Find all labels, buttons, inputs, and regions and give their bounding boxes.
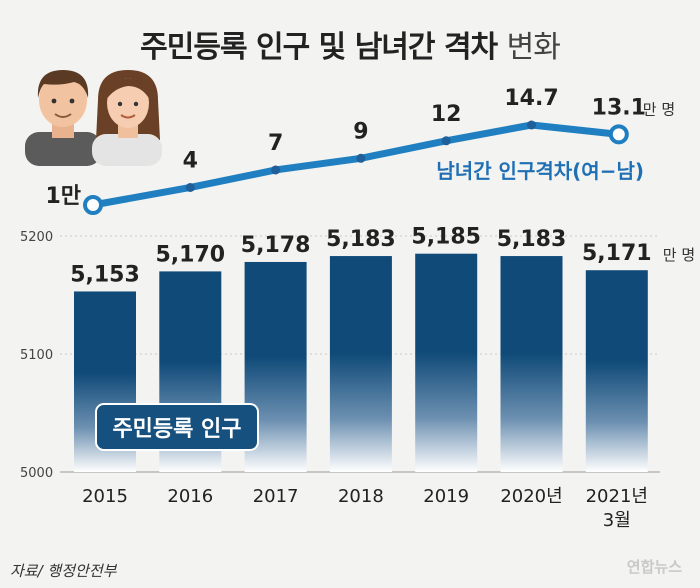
- line-point: [83, 195, 103, 215]
- y-tick-label: 5200: [20, 230, 53, 245]
- x-tick-label: 2015: [82, 486, 128, 507]
- line-point: [441, 136, 451, 146]
- line-point: [185, 182, 195, 192]
- x-tick-label: 2020년: [500, 486, 562, 507]
- line-point: [356, 153, 366, 163]
- man-avatar-icon: [25, 70, 101, 166]
- y-axis-ticks: 5200 5100 5000: [20, 230, 53, 481]
- line-unit-label: 만 명: [643, 100, 675, 118]
- bar-value-label: 5,171: [582, 241, 652, 266]
- line-point: [527, 120, 536, 130]
- x-tick-label: 2016: [167, 486, 213, 507]
- line-value-label: 12: [431, 102, 462, 127]
- bar-value-label: 5,170: [156, 242, 226, 267]
- line-legend-label: 남녀간 인구격차(여−남): [436, 159, 644, 183]
- bar-labels: 5,153 5,170 5,178 5,183 5,185 5,183 5,171 만 명: [70, 225, 695, 288]
- legend-badge-label: 주민등록 인구: [112, 417, 241, 442]
- bar-value-label: 5,185: [411, 225, 481, 250]
- bar-value-label: 5,183: [326, 227, 396, 252]
- bar-value-label: 5,183: [497, 227, 567, 252]
- line-series: [83, 120, 629, 215]
- title-main: 주민등록 인구 및 남녀간 격차: [140, 30, 498, 65]
- x-tick-label: 2021년: [586, 486, 648, 507]
- line-point: [271, 165, 281, 175]
- legend-badge-population: 주민등록 인구: [95, 403, 259, 451]
- x-axis-labels: 2015 2016 2017 2018 2019 2020년 2021년 3월: [82, 486, 648, 531]
- line-value-label: 14.7: [504, 86, 558, 111]
- x-tick-label: 3월: [603, 510, 631, 531]
- bar-unit-label: 만 명: [663, 246, 695, 264]
- title-suffix: 변화: [506, 30, 561, 65]
- line-value-label: 13.1: [592, 95, 646, 120]
- bar: [329, 256, 392, 472]
- bar: [500, 256, 563, 472]
- bar-series: [74, 253, 648, 472]
- y-tick-label: 5100: [20, 348, 53, 363]
- line-point: [608, 124, 629, 145]
- line-value-label: 7: [268, 131, 283, 156]
- line-value-label: 1만: [45, 184, 81, 209]
- x-tick-label: 2018: [338, 486, 384, 507]
- line-value-label: 9: [353, 119, 368, 144]
- bar-value-label: 5,178: [241, 233, 311, 258]
- chart-title: 주민등록 인구 및 남녀간 격차 변화: [0, 22, 700, 66]
- y-tick-label: 5000: [20, 466, 53, 481]
- bar: [415, 253, 478, 472]
- bar: [585, 270, 648, 472]
- x-tick-label: 2019: [423, 486, 469, 507]
- source-note: 자료/ 행정안전부: [10, 562, 117, 580]
- x-tick-label: 2017: [253, 486, 299, 507]
- line-value-label: 4: [183, 148, 198, 173]
- bar-value-label: 5,153: [70, 262, 140, 287]
- woman-avatar-icon: [92, 70, 162, 166]
- line-labels: 1만 4 7 9 12 14.7 13.1만 명: [45, 86, 675, 209]
- watermark-logo: 연합뉴스: [626, 558, 682, 576]
